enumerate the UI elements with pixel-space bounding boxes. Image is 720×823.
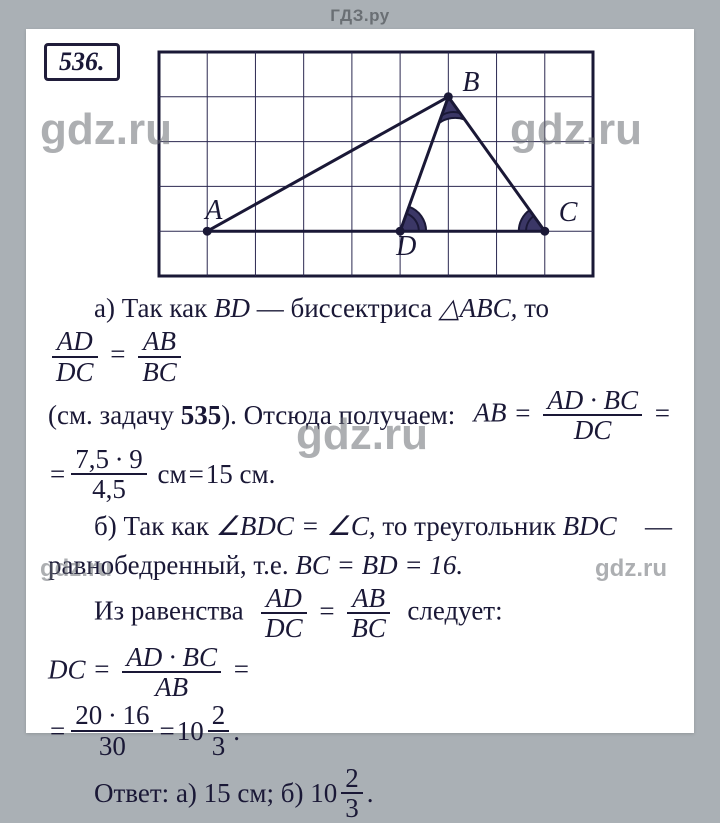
part-a-line2: (см. задачу 535). Отсюда получаем: AB = …: [48, 386, 672, 445]
geometry-figure: A B C D: [156, 49, 596, 279]
svg-text:B: B: [462, 67, 479, 98]
part-a-line1: а) Так как BD — биссектриса △ABC, то ADD…: [48, 289, 672, 386]
site-header: ГДЗ.ру: [0, 6, 720, 26]
answer-line: Ответ: а) 15 см; б) 10 23 .: [48, 764, 672, 823]
part-b-line2: равнобедренный, т.е. BC = BD = 16.: [48, 546, 672, 584]
part-b-line3: Из равенства ADDC = ABBC следует: DC = A…: [48, 584, 672, 701]
problem-number: 536.: [44, 43, 120, 81]
part-a-line3: = 7,5 ∙ 94,5 см = 15 см.: [48, 445, 672, 504]
svg-text:D: D: [395, 231, 416, 262]
part-b-line1: б) Так как ∠BDC = ∠C, то треугольник BDC…: [48, 507, 672, 545]
svg-text:C: C: [559, 197, 578, 228]
part-b-line4: = 20 ∙ 1630 = 10 23 .: [48, 701, 672, 760]
page: 536. A B C D а) Так как BD — биссектриса △A…: [26, 29, 694, 733]
svg-text:A: A: [203, 195, 223, 226]
solution-body: а) Так как BD — биссектриса △ABC, то ADD…: [48, 289, 672, 823]
